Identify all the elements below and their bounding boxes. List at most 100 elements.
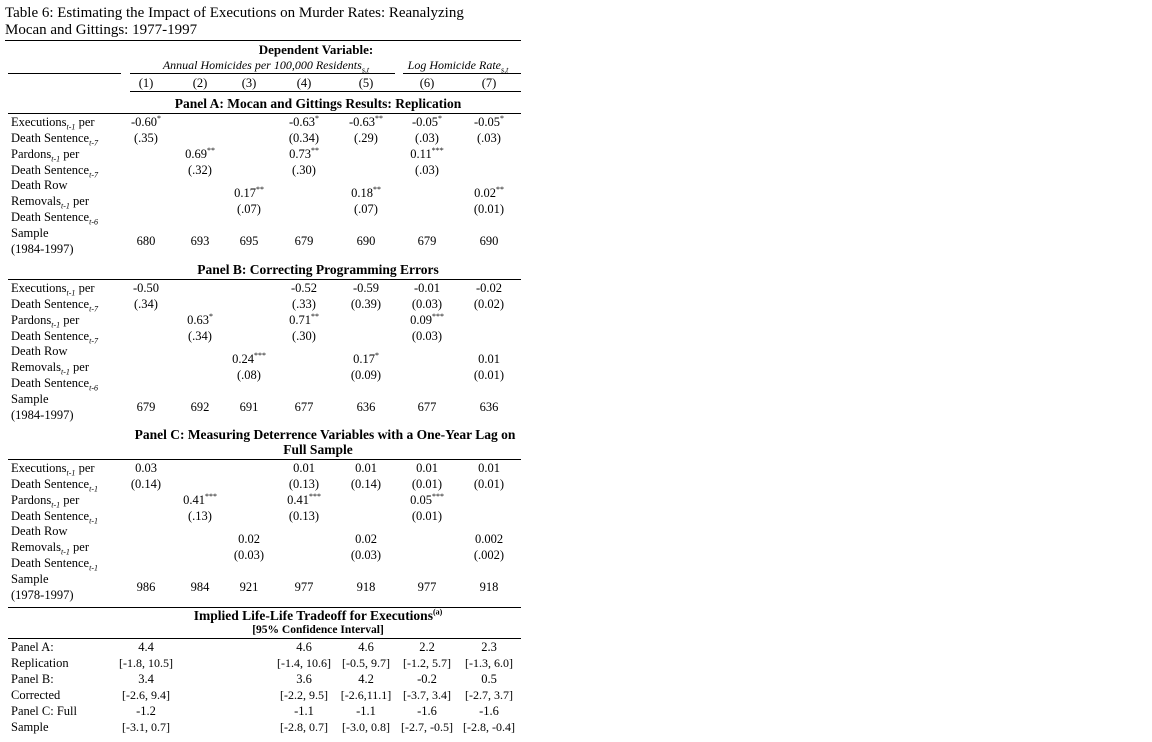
exec-coef: -0.59 bbox=[352, 281, 380, 295]
removals-se: (0.03) bbox=[350, 548, 382, 562]
exec-coef: -0.05* bbox=[411, 113, 443, 129]
tradeoff-row-label: Replication bbox=[11, 656, 69, 670]
label-pardons: Pardonst-1 per bbox=[11, 313, 80, 330]
tradeoff-value: 4.2 bbox=[358, 672, 374, 686]
label-removals: Removalst-1 per bbox=[11, 540, 89, 557]
pardons-se: (.13) bbox=[188, 509, 212, 523]
panel-title: Panel A: Mocan and Gittings Results: Rep… bbox=[174, 96, 462, 111]
pardons-se: (.30) bbox=[292, 329, 316, 343]
group2-heading: Log Homicide Rates,t bbox=[407, 58, 509, 75]
removals-se: (.07) bbox=[354, 202, 378, 216]
removals-coef: 0.02 bbox=[238, 532, 260, 546]
panel-title: Panel C: Measuring Deterrence Variables … bbox=[134, 427, 516, 442]
pardons-coef: 0.11*** bbox=[410, 145, 444, 161]
removals-se: (.07) bbox=[237, 202, 261, 216]
panel-title: Panel B: Correcting Programming Errors bbox=[197, 262, 439, 277]
tradeoff-row-label: Corrected bbox=[11, 688, 61, 702]
removals-coef: 0.02** bbox=[474, 184, 504, 200]
column-number-5: (5) bbox=[358, 76, 374, 90]
label-death-sentence: Death Sentencet-7 bbox=[11, 329, 98, 346]
pardons-coef: 0.71** bbox=[289, 311, 319, 327]
column-number-1: (1) bbox=[138, 76, 154, 90]
exec-se: (0.02) bbox=[473, 297, 505, 311]
group2-rule bbox=[403, 73, 521, 74]
table-title-line2: Mocan and Gittings: 1977-1997 bbox=[5, 22, 198, 38]
tradeoff-top-rule bbox=[8, 607, 521, 608]
sample-size: 918 bbox=[479, 580, 499, 594]
label-death-sentence: Death Sentencet-6 bbox=[11, 210, 98, 227]
exec-se: (0.01) bbox=[411, 477, 443, 491]
tradeoff-value: -1.2 bbox=[136, 704, 156, 718]
label-death-sentence: Death Sentencet-7 bbox=[11, 163, 98, 180]
label-sample: Sample bbox=[11, 226, 49, 240]
stub-rule bbox=[8, 73, 121, 74]
panel-rule bbox=[8, 459, 521, 460]
group1-rule bbox=[130, 73, 395, 74]
pardons-se: (.32) bbox=[188, 163, 212, 177]
dependent-variable-heading: Dependent Variable: bbox=[258, 42, 374, 57]
tradeoff-value: 2.2 bbox=[419, 640, 435, 654]
tradeoff-ci: [-2.8, -0.4] bbox=[463, 720, 515, 734]
sample-size: 691 bbox=[239, 400, 259, 414]
exec-se: (.03) bbox=[477, 131, 501, 145]
sample-size: 677 bbox=[294, 400, 314, 414]
exec-se: (.03) bbox=[415, 131, 439, 145]
removals-se: (.002) bbox=[473, 548, 505, 562]
sample-size: 984 bbox=[190, 580, 210, 594]
label-removals: Removalst-1 per bbox=[11, 194, 89, 211]
tradeoff-ci: [-1.3, 6.0] bbox=[465, 656, 513, 670]
tradeoff-value: 4.6 bbox=[296, 640, 312, 654]
label-death-sentence: Death Sentencet-1 bbox=[11, 477, 98, 494]
exec-coef: -0.05* bbox=[473, 113, 505, 129]
removals-coef: 0.24*** bbox=[232, 350, 266, 366]
exec-coef: -0.60* bbox=[130, 113, 162, 129]
group1-heading: Annual Homicides per 100,000 Residentss,… bbox=[162, 58, 370, 75]
tradeoff-ci: [-0.5, 9.7] bbox=[342, 656, 390, 670]
label-death-sentence: Death Sentencet-1 bbox=[11, 509, 98, 526]
tradeoff-ci: [-2.2, 9.5] bbox=[280, 688, 328, 702]
exec-se: (.29) bbox=[354, 131, 378, 145]
label-death-sentence: Death Sentencet-7 bbox=[11, 131, 98, 148]
exec-coef: 0.01 bbox=[416, 461, 438, 475]
tradeoff-ci: [-2.8, 0.7] bbox=[280, 720, 328, 734]
label-executions: Executionst-1 per bbox=[11, 461, 95, 478]
sample-size: 679 bbox=[136, 400, 156, 414]
removals-coef: 0.18** bbox=[351, 184, 381, 200]
pardons-coef: 0.73** bbox=[289, 145, 319, 161]
removals-coef: 0.02 bbox=[355, 532, 377, 546]
tradeoff-subtitle: [95% Confidence Interval] bbox=[252, 624, 384, 636]
sample-size: 636 bbox=[479, 400, 499, 414]
tradeoff-ci: [-2.6, 9.4] bbox=[122, 688, 170, 702]
label-executions: Executionst-1 per bbox=[11, 115, 95, 132]
label-sample-years: (1978-1997) bbox=[11, 588, 74, 602]
tradeoff-value: -1.6 bbox=[417, 704, 437, 718]
removals-coef: 0.17* bbox=[353, 350, 379, 366]
tradeoff-value: 3.4 bbox=[138, 672, 154, 686]
tradeoff-value: 0.5 bbox=[481, 672, 497, 686]
column-number-2: (2) bbox=[192, 76, 208, 90]
exec-se: (.34) bbox=[134, 297, 158, 311]
tradeoff-row-label: Panel C: Full bbox=[11, 704, 77, 718]
exec-se: (0.13) bbox=[288, 477, 320, 491]
removals-se: (0.01) bbox=[473, 368, 505, 382]
pardons-coef: 0.09*** bbox=[410, 311, 444, 327]
label-death-row: Death Row bbox=[11, 344, 68, 358]
tradeoff-value: 2.3 bbox=[481, 640, 497, 654]
column-number-6: (6) bbox=[419, 76, 435, 90]
tradeoff-rule bbox=[8, 638, 521, 639]
tradeoff-ci: [-1.8, 10.5] bbox=[119, 656, 173, 670]
sample-size: 692 bbox=[190, 400, 210, 414]
label-death-row: Death Row bbox=[11, 524, 68, 538]
sample-size: 636 bbox=[356, 400, 376, 414]
sample-size: 680 bbox=[136, 234, 156, 248]
removals-se: (.08) bbox=[237, 368, 261, 382]
top-rule bbox=[5, 40, 521, 41]
table-title-line1: Table 6: Estimating the Impact of Execut… bbox=[5, 5, 464, 21]
removals-coef: 0.17** bbox=[234, 184, 264, 200]
removals-coef: 0.002 bbox=[474, 532, 504, 546]
label-sample-years: (1984-1997) bbox=[11, 242, 74, 256]
panel-title: Full Sample bbox=[283, 442, 353, 457]
tradeoff-ci: [-2.6,11.1] bbox=[340, 688, 392, 702]
exec-coef: -0.63** bbox=[348, 113, 384, 129]
label-executions: Executionst-1 per bbox=[11, 281, 95, 298]
